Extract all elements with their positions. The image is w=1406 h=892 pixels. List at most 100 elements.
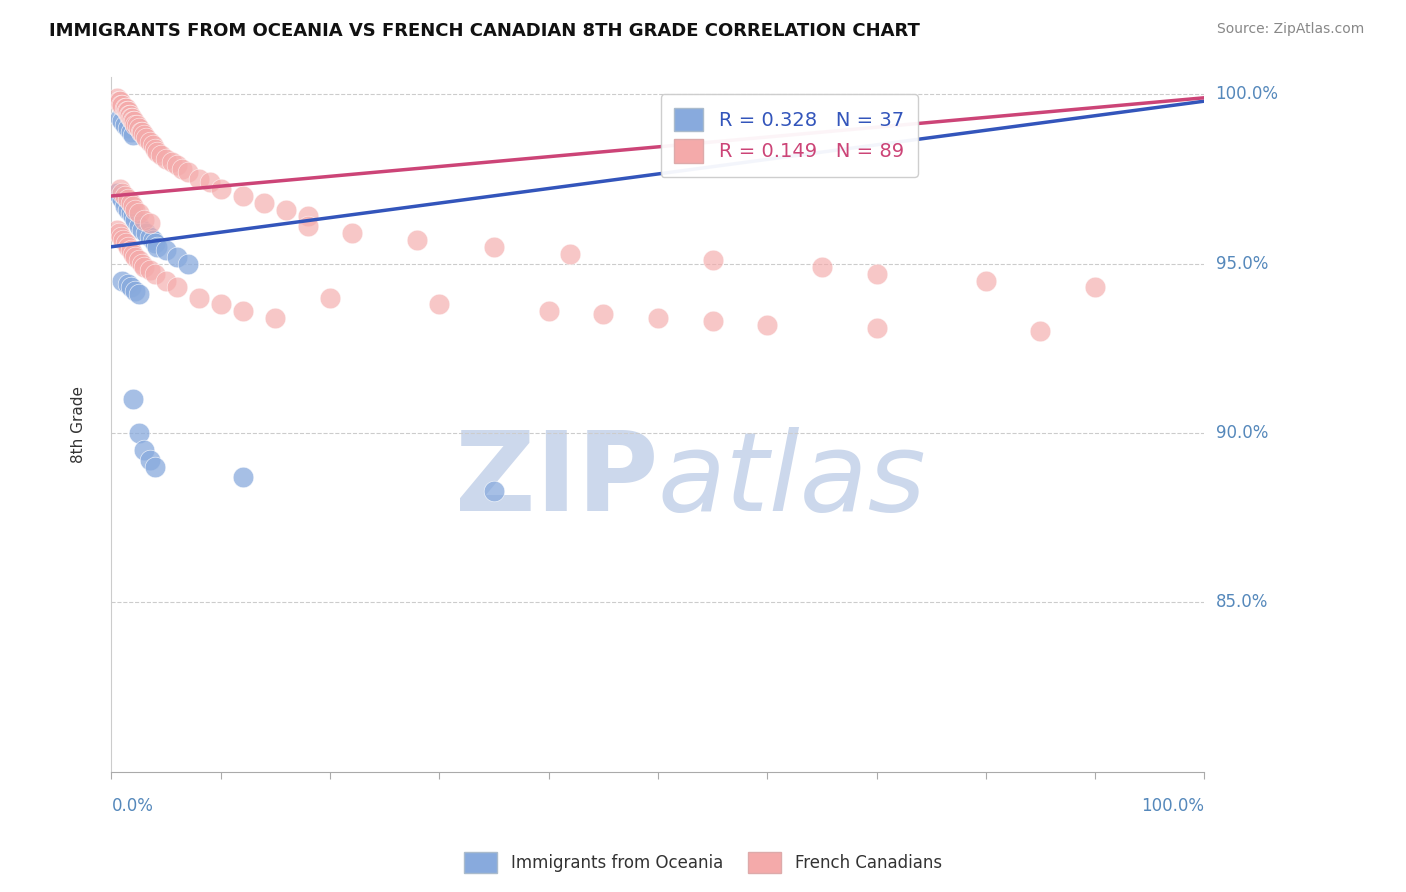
Point <box>108 182 131 196</box>
Point <box>811 260 834 274</box>
Point <box>105 91 128 105</box>
Text: IMMIGRANTS FROM OCEANIA VS FRENCH CANADIAN 8TH GRADE CORRELATION CHART: IMMIGRANTS FROM OCEANIA VS FRENCH CANADI… <box>49 22 920 40</box>
Point <box>138 229 160 244</box>
Point <box>135 131 157 145</box>
Point <box>1029 325 1052 339</box>
Point <box>253 195 276 210</box>
Point <box>209 297 232 311</box>
Point <box>122 128 145 142</box>
Point <box>108 94 131 108</box>
Point <box>537 304 560 318</box>
Text: Source: ZipAtlas.com: Source: ZipAtlas.com <box>1216 22 1364 37</box>
Point <box>166 159 188 173</box>
Point <box>155 243 177 257</box>
Point <box>134 260 156 274</box>
Point <box>482 240 505 254</box>
Point <box>138 135 160 149</box>
Point <box>125 118 148 132</box>
Point <box>187 172 209 186</box>
Text: 8th Grade: 8th Grade <box>72 386 86 463</box>
Text: atlas: atlas <box>658 426 927 533</box>
Point <box>114 101 136 115</box>
Point <box>146 240 169 254</box>
Point <box>110 97 132 112</box>
Point <box>427 297 450 311</box>
Point <box>122 246 145 260</box>
Point <box>128 287 150 301</box>
Point <box>209 182 232 196</box>
Point <box>108 189 131 203</box>
Point <box>108 226 131 240</box>
Point <box>142 233 165 247</box>
Text: 95.0%: 95.0% <box>1216 255 1268 273</box>
Point <box>111 114 134 128</box>
Point <box>108 94 131 108</box>
Point <box>865 321 887 335</box>
Point <box>122 114 145 128</box>
Point <box>702 253 724 268</box>
Point <box>340 226 363 240</box>
Point <box>232 189 254 203</box>
Point <box>111 97 134 112</box>
Point <box>160 155 183 169</box>
Point <box>117 202 139 217</box>
Point <box>118 108 141 122</box>
Point <box>120 206 142 220</box>
Point <box>1084 280 1107 294</box>
Point <box>232 304 254 318</box>
Point <box>143 142 166 156</box>
Point <box>120 195 142 210</box>
Point <box>406 233 429 247</box>
Point <box>124 212 146 227</box>
Point <box>120 125 142 139</box>
Text: 100.0%: 100.0% <box>1142 797 1205 814</box>
Point <box>114 236 136 251</box>
Point <box>120 243 142 257</box>
Point <box>149 148 172 162</box>
Point <box>128 425 150 440</box>
Point <box>120 111 142 125</box>
Point <box>111 274 134 288</box>
Point <box>128 253 150 268</box>
Point <box>138 216 160 230</box>
Point <box>124 250 146 264</box>
Point <box>135 226 157 240</box>
Point <box>319 291 342 305</box>
Point <box>131 125 153 139</box>
Point <box>198 176 221 190</box>
Point <box>131 257 153 271</box>
Point <box>122 392 145 406</box>
Point <box>482 483 505 498</box>
Point <box>111 186 134 200</box>
Point <box>124 114 146 128</box>
Text: 85.0%: 85.0% <box>1216 593 1268 611</box>
Point <box>124 202 146 217</box>
Point <box>146 145 169 159</box>
Point <box>138 263 160 277</box>
Point <box>117 192 139 206</box>
Point <box>124 118 146 132</box>
Point <box>276 202 298 217</box>
Point <box>232 470 254 484</box>
Point <box>114 118 136 132</box>
Point <box>865 267 887 281</box>
Text: 100.0%: 100.0% <box>1216 86 1278 103</box>
Point <box>114 189 136 203</box>
Point <box>187 291 209 305</box>
Point <box>117 240 139 254</box>
Point <box>128 206 150 220</box>
Point <box>592 308 614 322</box>
Point <box>112 233 135 247</box>
Point <box>108 111 131 125</box>
Point <box>647 310 669 325</box>
Point <box>142 138 165 153</box>
Text: 90.0%: 90.0% <box>1216 424 1268 442</box>
Point <box>702 314 724 328</box>
Point <box>974 274 997 288</box>
Point <box>115 104 138 119</box>
Point <box>264 310 287 325</box>
Point <box>128 219 150 234</box>
Point <box>128 121 150 136</box>
Point <box>166 280 188 294</box>
Point <box>124 284 146 298</box>
